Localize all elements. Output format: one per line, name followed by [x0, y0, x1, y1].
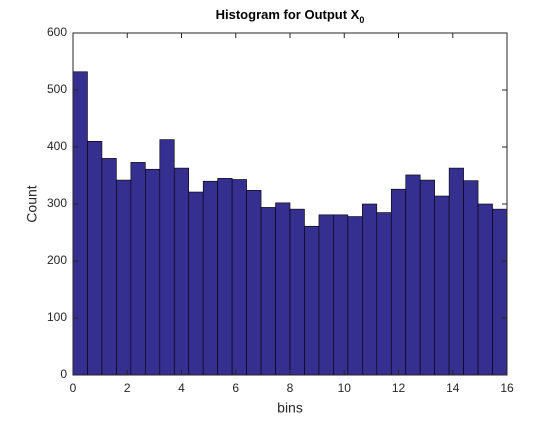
- bar: [217, 178, 233, 376]
- y-tick-label: 0: [60, 367, 67, 381]
- bar: [159, 139, 175, 376]
- y-tick-label: 200: [47, 253, 67, 267]
- bar: [116, 179, 132, 376]
- x-tick-label: 10: [338, 381, 352, 395]
- bar: [390, 188, 407, 376]
- bar: [477, 203, 493, 376]
- x-tick-label: 6: [232, 381, 239, 395]
- x-tick-label: 16: [500, 381, 514, 395]
- bar: [101, 158, 117, 376]
- x-tick-label: 4: [178, 381, 185, 395]
- bar: [347, 216, 363, 376]
- title-subscript: 0: [359, 15, 364, 25]
- x-tick-label: 12: [392, 381, 406, 395]
- bar: [202, 180, 218, 376]
- bar: [188, 191, 204, 376]
- bar: [362, 203, 378, 376]
- bar: [173, 167, 190, 376]
- x-tick-label: 0: [70, 381, 77, 395]
- y-tick-label: 300: [47, 196, 67, 210]
- title-main: Histogram for Output X: [216, 7, 360, 22]
- bar: [492, 208, 508, 376]
- y-tick-label: 600: [47, 25, 67, 39]
- bar: [376, 212, 392, 376]
- y-tick-label: 400: [47, 139, 67, 153]
- bar: [434, 195, 450, 376]
- y-axis-label: Count: [24, 185, 40, 222]
- bar: [275, 202, 291, 376]
- x-tick-label: 14: [446, 381, 460, 395]
- bar: [448, 167, 464, 376]
- bar: [231, 179, 247, 376]
- x-tick-label: 2: [124, 381, 131, 395]
- y-tick-label: 100: [47, 310, 67, 324]
- y-tick-label: 500: [47, 82, 67, 96]
- bar: [405, 174, 421, 376]
- bar: [333, 214, 349, 376]
- x-tick-label: 8: [287, 381, 294, 395]
- bar: [463, 180, 479, 376]
- x-axis-label: bins: [277, 400, 303, 416]
- bar: [87, 141, 103, 376]
- bar: [145, 168, 161, 376]
- bar: [419, 179, 435, 376]
- bar: [72, 71, 88, 376]
- bar: [318, 214, 334, 376]
- chart-title: Histogram for Output X0: [216, 7, 365, 25]
- bar: [246, 190, 262, 376]
- bar: [260, 207, 276, 376]
- bar: [130, 162, 146, 376]
- bar: [304, 225, 320, 376]
- bar: [289, 208, 305, 376]
